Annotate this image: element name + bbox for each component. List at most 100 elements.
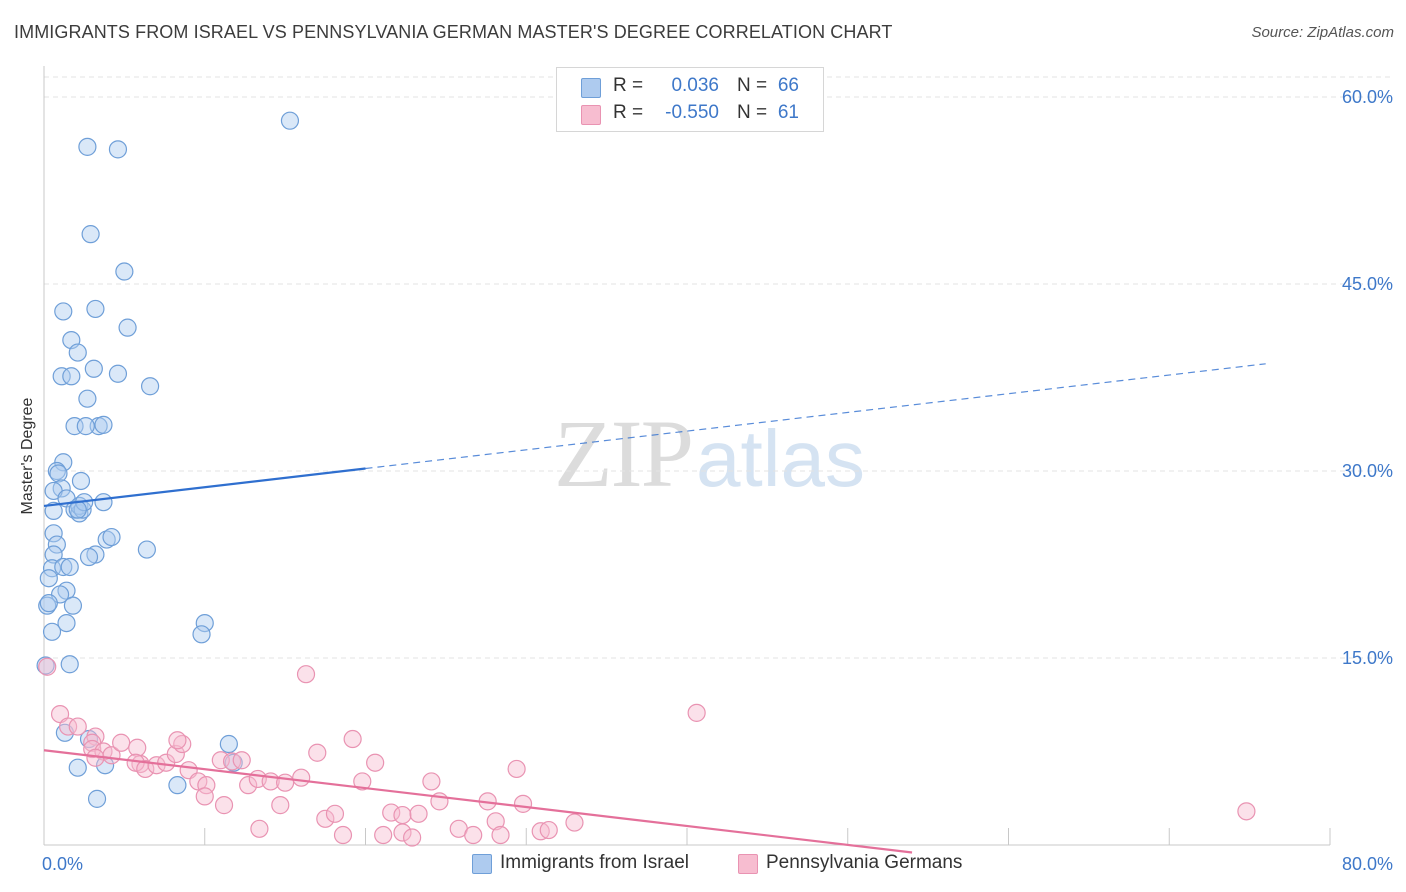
israel-point-18 bbox=[94, 415, 113, 434]
israel-point-52 bbox=[57, 613, 76, 633]
israel-point-9 bbox=[68, 343, 87, 362]
penn-point-55 bbox=[507, 759, 526, 779]
penn-point-27 bbox=[232, 751, 251, 770]
israel-point-6 bbox=[86, 299, 105, 319]
penn-point-1 bbox=[296, 665, 316, 684]
chart-source: Source: ZipAtlas.com bbox=[1251, 24, 1394, 41]
penn-point-45 bbox=[393, 823, 412, 842]
bottom-legend-label-israel: Immigrants from Israel bbox=[500, 852, 689, 873]
penn-point-51 bbox=[464, 825, 483, 845]
israel-point-35 bbox=[44, 524, 63, 543]
israel-point-4 bbox=[115, 262, 134, 281]
israel-point-7 bbox=[118, 318, 137, 337]
penn-point-34 bbox=[292, 768, 311, 787]
israel-point-1 bbox=[108, 140, 128, 159]
israel-point-38 bbox=[102, 527, 121, 547]
israel-point-50 bbox=[39, 594, 58, 613]
israel-point-45 bbox=[60, 557, 79, 577]
israel-point-53 bbox=[195, 613, 214, 633]
israel-point-22 bbox=[49, 464, 68, 483]
penn-point-56 bbox=[513, 794, 533, 813]
penn-point-41 bbox=[366, 753, 385, 772]
penn-point-38 bbox=[343, 729, 362, 749]
y-axis-label: Master's Degree bbox=[19, 397, 36, 515]
israel-point-54 bbox=[192, 625, 211, 644]
penn-point-39 bbox=[333, 825, 353, 845]
penn-point-40 bbox=[353, 772, 372, 791]
israel-point-39 bbox=[137, 540, 156, 559]
bottom-legend-swatch-israel bbox=[472, 854, 492, 874]
penn-point-4 bbox=[68, 717, 87, 736]
israel-point-36 bbox=[47, 535, 66, 554]
israel-point-28 bbox=[94, 493, 113, 512]
israel-point-2 bbox=[280, 111, 300, 130]
israel-point-0 bbox=[78, 137, 97, 156]
penn-point-37 bbox=[325, 804, 345, 823]
legend-r-label: R = bbox=[613, 75, 644, 96]
penn-point-53 bbox=[486, 812, 505, 831]
penn-point-23 bbox=[197, 776, 216, 795]
watermark-atlas: atlas bbox=[696, 414, 865, 503]
penn-point-62 bbox=[250, 819, 269, 838]
penn-point-42 bbox=[382, 803, 401, 822]
penn-point-11 bbox=[112, 733, 131, 752]
israel-point-14 bbox=[140, 377, 160, 396]
penn-point-3 bbox=[59, 717, 78, 736]
israel-point-40 bbox=[44, 545, 63, 564]
penn-point-35 bbox=[308, 743, 327, 762]
penn-point-12 bbox=[128, 738, 147, 757]
legend-swatch-israel bbox=[581, 78, 601, 98]
legend-n-value: 61 bbox=[777, 102, 799, 123]
israel-trend-line-extension bbox=[365, 363, 1266, 470]
stats-legend: R = 0.036 N = 66 R = -0.550 N = 61 bbox=[556, 67, 824, 132]
israel-point-5 bbox=[54, 302, 73, 321]
stats-legend-row-israel: R = 0.036 N = 66 bbox=[557, 73, 823, 101]
y-tick-label-45: 45.0% bbox=[1342, 274, 1393, 294]
israel-point-46 bbox=[39, 569, 58, 588]
x-tick-label-max: 80.0% bbox=[1342, 854, 1393, 874]
penn-point-47 bbox=[409, 804, 428, 823]
y-tick-label-30: 30.0% bbox=[1342, 461, 1393, 481]
israel-point-10 bbox=[84, 359, 103, 378]
penn-point-20 bbox=[168, 731, 187, 750]
watermark-zip: ZIP bbox=[554, 400, 694, 507]
legend-r-value: -0.550 bbox=[665, 102, 719, 123]
penn-point-24 bbox=[195, 787, 214, 806]
penn-point-61 bbox=[1237, 802, 1256, 821]
penn-point-44 bbox=[374, 825, 393, 845]
israel-point-15 bbox=[78, 389, 97, 408]
israel-point-60 bbox=[219, 734, 238, 754]
penn-point-28 bbox=[214, 796, 234, 815]
bottom-legend-label-penn: Pennsylvania Germans bbox=[766, 852, 963, 873]
penn-point-54 bbox=[491, 825, 510, 845]
watermark: ZIPatlas bbox=[554, 398, 865, 509]
israel-point-42 bbox=[79, 547, 99, 567]
israel-point-64 bbox=[168, 776, 187, 795]
penn-point-29 bbox=[239, 776, 258, 795]
penn-point-46 bbox=[403, 828, 422, 847]
legend-n-label: N = bbox=[737, 102, 768, 123]
israel-point-12 bbox=[62, 367, 81, 386]
penn-point-15 bbox=[136, 759, 155, 779]
israel-point-51 bbox=[63, 596, 83, 615]
israel-point-11 bbox=[52, 367, 71, 386]
penn-point-60 bbox=[687, 703, 706, 722]
israel-point-13 bbox=[108, 364, 128, 383]
penn-point-33 bbox=[271, 796, 290, 815]
legend-n-value: 66 bbox=[777, 75, 799, 96]
legend-r-value: 0.036 bbox=[671, 75, 719, 96]
y-tick-label-60: 60.0% bbox=[1342, 87, 1393, 107]
israel-point-65 bbox=[87, 789, 107, 808]
israel-point-3 bbox=[81, 225, 100, 244]
israel-point-55 bbox=[42, 622, 62, 641]
penn-point-18 bbox=[166, 744, 185, 764]
israel-point-19 bbox=[76, 417, 95, 436]
israel-point-56 bbox=[60, 655, 79, 674]
israel-point-44 bbox=[54, 557, 73, 577]
legend-n-label: N = bbox=[737, 75, 768, 96]
chart-title: IMMIGRANTS FROM ISRAEL VS PENNSYLVANIA G… bbox=[14, 22, 893, 42]
penn-point-36 bbox=[316, 809, 335, 828]
bottom-legend-swatch-penn bbox=[738, 854, 758, 874]
israel-point-37 bbox=[97, 530, 116, 549]
